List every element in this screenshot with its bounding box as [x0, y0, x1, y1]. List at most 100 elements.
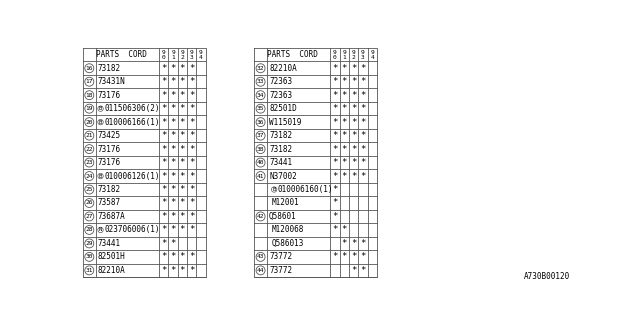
Text: 3: 3	[189, 55, 193, 60]
Text: 24: 24	[86, 173, 93, 179]
Text: *: *	[351, 252, 356, 261]
Text: *: *	[189, 91, 195, 100]
Text: B: B	[99, 106, 102, 111]
Text: *: *	[342, 118, 347, 127]
Text: *: *	[351, 172, 356, 180]
Text: *: *	[189, 131, 195, 140]
Text: *: *	[332, 172, 338, 180]
Text: 0: 0	[333, 55, 337, 60]
Text: *: *	[351, 239, 356, 248]
Text: 21: 21	[86, 133, 93, 138]
Text: PARTS  CORD: PARTS CORD	[267, 50, 318, 59]
Text: *: *	[170, 212, 176, 221]
Text: *: *	[161, 64, 166, 73]
Text: 22: 22	[86, 147, 93, 152]
Text: *: *	[342, 77, 347, 86]
Text: *: *	[170, 198, 176, 207]
Text: *: *	[189, 64, 195, 73]
Text: N37002: N37002	[269, 172, 297, 180]
Text: 023706006(1): 023706006(1)	[104, 225, 159, 235]
Text: 73176: 73176	[98, 91, 121, 100]
Text: *: *	[180, 104, 185, 113]
Text: 23: 23	[86, 160, 93, 165]
Text: *: *	[180, 266, 185, 275]
Text: 9: 9	[342, 50, 346, 55]
Text: *: *	[170, 266, 176, 275]
Text: 73441: 73441	[269, 158, 292, 167]
Text: 32: 32	[257, 66, 264, 71]
Text: 82501H: 82501H	[98, 252, 125, 261]
Text: *: *	[342, 145, 347, 154]
Text: 73772: 73772	[269, 252, 292, 261]
Text: *: *	[332, 77, 338, 86]
Text: 1: 1	[342, 55, 346, 60]
Text: *: *	[342, 172, 347, 180]
Text: *: *	[170, 145, 176, 154]
Text: *: *	[161, 104, 166, 113]
Text: 010006166(1): 010006166(1)	[104, 118, 159, 127]
Text: *: *	[180, 118, 185, 127]
Text: *: *	[189, 118, 195, 127]
Text: 9: 9	[162, 50, 166, 55]
Text: *: *	[360, 131, 365, 140]
Text: 73182: 73182	[98, 185, 121, 194]
Text: *: *	[161, 118, 166, 127]
Text: *: *	[180, 212, 185, 221]
Text: *: *	[170, 131, 176, 140]
Text: 29: 29	[86, 241, 93, 246]
Text: *: *	[189, 198, 195, 207]
Text: 73182: 73182	[98, 64, 121, 73]
Text: *: *	[360, 158, 365, 167]
Text: *: *	[342, 91, 347, 100]
Text: 82501D: 82501D	[269, 104, 297, 113]
Text: 35: 35	[257, 106, 264, 111]
Text: 42: 42	[257, 214, 264, 219]
Text: 2: 2	[180, 55, 184, 60]
Text: 9: 9	[361, 50, 365, 55]
Text: 44: 44	[257, 268, 264, 273]
Text: 73587: 73587	[98, 198, 121, 207]
Text: *: *	[189, 77, 195, 86]
Text: 011506306(2): 011506306(2)	[104, 104, 159, 113]
Text: *: *	[342, 225, 347, 235]
Text: *: *	[351, 64, 356, 73]
Text: *: *	[360, 64, 365, 73]
Text: *: *	[342, 104, 347, 113]
Text: 37: 37	[257, 133, 264, 138]
Text: *: *	[332, 145, 338, 154]
Text: 16: 16	[86, 66, 93, 71]
Text: *: *	[180, 158, 185, 167]
Text: *: *	[332, 158, 338, 167]
Text: M120068: M120068	[271, 225, 304, 235]
Text: 72363: 72363	[269, 91, 292, 100]
Text: *: *	[360, 118, 365, 127]
Text: 40: 40	[257, 160, 264, 165]
Text: 28: 28	[86, 228, 93, 232]
Text: *: *	[342, 252, 347, 261]
Text: 9: 9	[333, 50, 337, 55]
Text: 9: 9	[371, 50, 374, 55]
Text: *: *	[170, 239, 176, 248]
Text: *: *	[180, 172, 185, 180]
Text: *: *	[170, 185, 176, 194]
Text: *: *	[189, 225, 195, 235]
Text: *: *	[170, 158, 176, 167]
Text: *: *	[161, 266, 166, 275]
Text: 9: 9	[199, 50, 203, 55]
Text: 73182: 73182	[269, 145, 292, 154]
Text: N: N	[99, 228, 102, 232]
Text: *: *	[161, 172, 166, 180]
Text: *: *	[360, 252, 365, 261]
Text: *: *	[332, 185, 338, 194]
Text: 9: 9	[180, 50, 184, 55]
Text: B: B	[99, 173, 102, 179]
Text: *: *	[161, 239, 166, 248]
Text: *: *	[180, 185, 185, 194]
Text: *: *	[161, 198, 166, 207]
Text: *: *	[360, 77, 365, 86]
Text: 82210A: 82210A	[269, 64, 297, 73]
Text: *: *	[180, 91, 185, 100]
Text: *: *	[161, 185, 166, 194]
Text: *: *	[180, 77, 185, 86]
Text: 4: 4	[199, 55, 203, 60]
